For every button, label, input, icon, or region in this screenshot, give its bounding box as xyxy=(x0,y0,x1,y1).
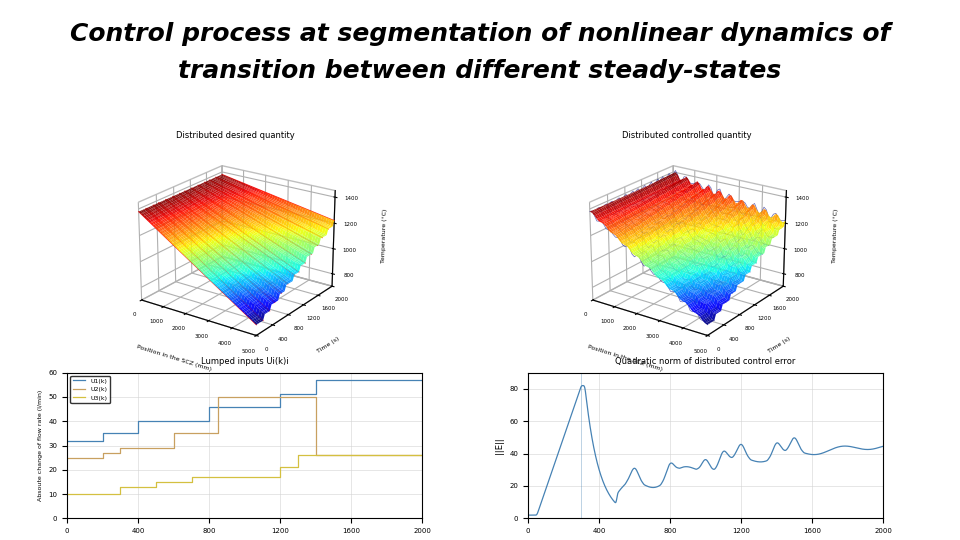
Text: Control process at segmentation of nonlinear dynamics of: Control process at segmentation of nonli… xyxy=(70,22,890,45)
U1(k) xyxy=(132,418,144,424)
Line: U1(k): U1(k) xyxy=(67,380,422,441)
Title: Lumped inputs Ui(k)i: Lumped inputs Ui(k)i xyxy=(201,357,289,366)
U2(k) xyxy=(79,454,91,461)
Title: Quadratic norm of distributed control error: Quadratic norm of distributed control er… xyxy=(615,357,796,366)
U2(k) xyxy=(115,445,127,451)
Y-axis label: Absoute change of flow rate (l/min): Absoute change of flow rate (l/min) xyxy=(38,390,43,501)
U2(k) xyxy=(132,445,144,451)
U2(k) xyxy=(417,452,428,458)
U1(k) xyxy=(168,418,180,424)
U2(k) xyxy=(212,394,224,400)
U3(k) xyxy=(97,491,108,497)
X-axis label: Position in the SCZ (mm): Position in the SCZ (mm) xyxy=(587,344,663,372)
U2(k) xyxy=(61,454,73,461)
U2(k) xyxy=(204,430,215,436)
U1(k) xyxy=(293,391,304,397)
U1(k) xyxy=(417,377,428,383)
Y-axis label: ||E||: ||E|| xyxy=(494,437,504,454)
U1(k) xyxy=(239,403,251,410)
U3(k) xyxy=(61,491,73,497)
X-axis label: Position in the SCZ (mm): Position in the SCZ (mm) xyxy=(135,344,212,372)
Title: Distributed desired quantity: Distributed desired quantity xyxy=(176,131,295,140)
U1(k) xyxy=(115,430,127,436)
U2(k) xyxy=(168,430,180,436)
Text: transition between different steady-states: transition between different steady-stat… xyxy=(179,59,781,83)
Y-axis label: Time (s): Time (s) xyxy=(316,336,340,354)
U3(k) xyxy=(168,478,180,485)
Line: U2(k): U2(k) xyxy=(67,397,422,457)
U1(k) xyxy=(310,377,322,383)
U3(k) xyxy=(417,452,428,458)
U3(k) xyxy=(293,452,304,458)
U2(k) xyxy=(275,394,286,400)
U2(k) xyxy=(239,394,251,400)
Legend: U1(k), U2(k), U3(k): U1(k), U2(k), U3(k) xyxy=(70,376,109,403)
U3(k) xyxy=(275,464,286,470)
U1(k) xyxy=(61,437,73,444)
U3(k) xyxy=(115,484,127,490)
U3(k) xyxy=(150,478,161,485)
U1(k) xyxy=(275,391,286,397)
U1(k) xyxy=(97,430,108,436)
U3(k) xyxy=(204,474,215,481)
U2(k) xyxy=(97,449,108,456)
U2(k) xyxy=(310,452,322,458)
U2(k) xyxy=(293,394,304,400)
Title: Distributed controlled quantity: Distributed controlled quantity xyxy=(621,131,752,140)
U1(k) xyxy=(204,403,215,410)
Line: U3(k): U3(k) xyxy=(67,455,422,494)
U3(k) xyxy=(186,474,198,481)
Y-axis label: Time (s): Time (s) xyxy=(767,336,791,354)
U1(k) xyxy=(79,437,91,444)
U3(k) xyxy=(132,484,144,490)
